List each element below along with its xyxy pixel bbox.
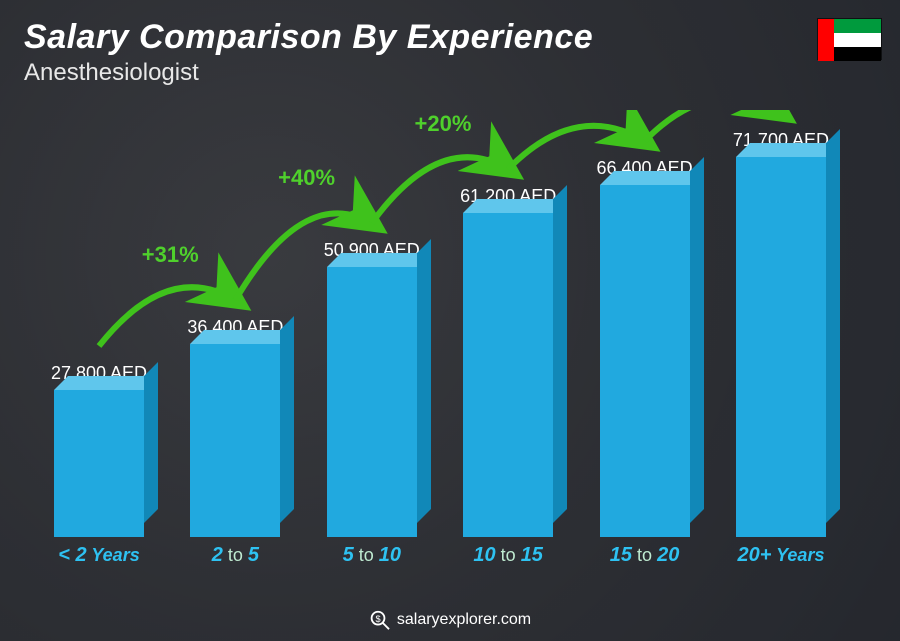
source-logo: $ salaryexplorer.com: [369, 609, 531, 631]
subtitle: Anesthesiologist: [24, 59, 593, 87]
bar-top: [600, 171, 704, 185]
bar-side: [690, 157, 704, 523]
bar-top: [327, 253, 431, 267]
x-label: 15 to 20: [586, 544, 704, 567]
salary-chart: 27,800 AED 36,400 AED 50,900 AED 61,200 …: [40, 110, 840, 561]
bar-front: [736, 157, 826, 537]
bar-side: [826, 129, 840, 523]
bar-front: [463, 213, 553, 537]
x-label: 20+ Years: [722, 544, 840, 567]
bar-front: [600, 185, 690, 537]
source-text: salaryexplorer.com: [397, 611, 531, 629]
flag-left: [818, 19, 834, 61]
bar: [736, 157, 826, 537]
x-labels: < 2 Years 2 to 5 5 to 10 10 to 15 15 to 20 20…: [40, 544, 840, 567]
bar: [463, 213, 553, 537]
bar: [54, 390, 144, 537]
bars-container: 27,800 AED 36,400 AED 50,900 AED 61,200 …: [40, 110, 840, 537]
bar-top: [54, 376, 158, 390]
bar: [190, 344, 280, 537]
flag-mid: [834, 33, 881, 47]
bar-col: 50,900 AED: [313, 240, 431, 537]
bar-front: [54, 390, 144, 537]
svg-text:$: $: [375, 614, 380, 624]
x-label: 5 to 10: [313, 544, 431, 567]
bar-side: [417, 239, 431, 523]
bar-col: 71,700 AED: [722, 130, 840, 537]
bar-col: 66,400 AED: [586, 158, 704, 537]
title-block: Salary Comparison By Experience Anesthes…: [24, 18, 593, 87]
x-label: 10 to 15: [449, 544, 567, 567]
bar-side: [144, 362, 158, 523]
bar-side: [280, 316, 294, 523]
bar-col: 36,400 AED: [176, 317, 294, 537]
flag-top: [834, 19, 881, 33]
bar: [327, 267, 417, 537]
bar-side: [553, 185, 567, 523]
bar-top: [190, 330, 294, 344]
magnifier-icon: $: [369, 609, 391, 631]
x-label: < 2 Years: [40, 544, 158, 567]
uae-flag: [817, 18, 882, 60]
bar-top: [463, 199, 567, 213]
bar-col: 61,200 AED: [449, 186, 567, 537]
x-label: 2 to 5: [176, 544, 294, 567]
bar-top: [736, 143, 840, 157]
bar: [600, 185, 690, 537]
flag-bot: [834, 47, 881, 61]
page-title: Salary Comparison By Experience: [24, 18, 593, 57]
bar-front: [190, 344, 280, 537]
bar-front: [327, 267, 417, 537]
bar-col: 27,800 AED: [40, 363, 158, 537]
